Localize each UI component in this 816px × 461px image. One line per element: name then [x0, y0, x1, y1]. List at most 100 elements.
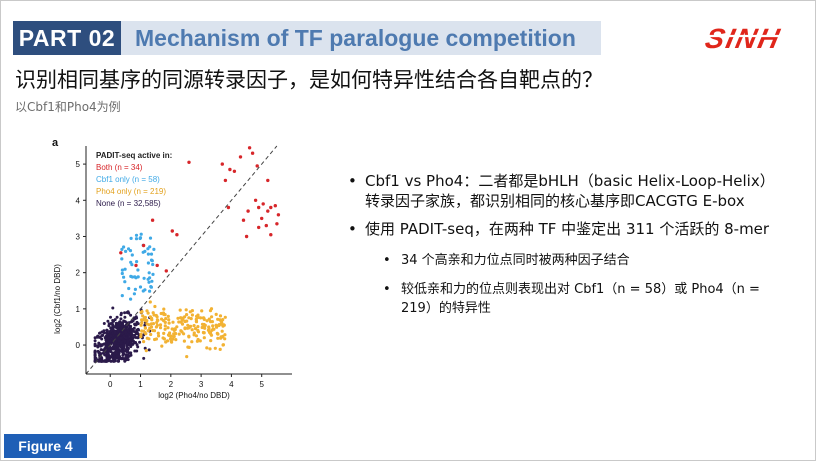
bullet-text: Cbf1 vs Pho4：二者都是bHLH（basic Helix-Loop-H…: [365, 172, 775, 210]
point-pho4-only: [205, 319, 209, 323]
point-pho4-only: [196, 315, 200, 319]
point-pho4-only: [209, 320, 213, 324]
sub-bullet-text: 较低亲和力的位点则表现出对 Cbf1（n = 58）或 Pho4（n = 219…: [401, 282, 760, 316]
point-pho4-only: [153, 304, 157, 309]
point-pho4-only: [174, 332, 178, 336]
point-none: [100, 359, 103, 363]
point-cbf1-only: [147, 280, 151, 284]
point-none: [111, 306, 115, 310]
point-none: [106, 319, 110, 323]
point-pho4-only: [211, 324, 215, 328]
point-both: [264, 223, 268, 228]
point-cbf1-only: [138, 285, 143, 289]
point-both: [247, 146, 252, 150]
point-cbf1-only: [148, 236, 153, 240]
point-pho4-only: [157, 334, 161, 338]
point-cbf1-only: [127, 286, 131, 291]
x-tick-label: 5: [259, 380, 264, 389]
header-bar: [121, 21, 601, 55]
point-pho4-only: [209, 339, 213, 343]
bullet-dot: •: [348, 172, 357, 190]
bullet-item: • 使用 PADIT-seq，在两种 TF 中鉴定出 311 个活跃的 8-me…: [345, 219, 785, 239]
point-both: [269, 233, 273, 237]
point-none: [122, 319, 126, 323]
point-cbf1-only: [139, 232, 143, 236]
y-tick-label: 3: [76, 232, 81, 241]
point-pho4-only: [179, 316, 183, 320]
point-none: [93, 349, 97, 353]
point-none: [147, 348, 151, 352]
point-none: [131, 319, 135, 323]
point-pho4-only: [200, 325, 204, 330]
point-none: [115, 354, 119, 358]
point-none: [117, 354, 121, 358]
point-none: [113, 330, 117, 334]
point-cbf1-only: [148, 245, 152, 249]
point-none: [99, 348, 103, 352]
x-tick-label: 4: [229, 380, 234, 389]
point-none: [123, 359, 127, 363]
point-cbf1-only: [129, 274, 133, 278]
point-pho4-only: [180, 318, 184, 322]
point-none: [135, 343, 139, 347]
point-pho4-only: [210, 315, 214, 319]
point-pho4-only: [154, 325, 158, 329]
point-both: [269, 205, 273, 210]
sinh-logo: SINH: [703, 22, 789, 54]
point-pho4-only: [172, 335, 176, 339]
point-none: [124, 356, 128, 360]
point-both: [238, 155, 243, 159]
point-both: [141, 243, 146, 248]
point-pho4-only: [190, 340, 194, 344]
point-both: [257, 205, 261, 210]
point-pho4-only: [200, 309, 204, 313]
point-pho4-only: [146, 311, 150, 315]
point-pho4-only: [166, 326, 170, 330]
point-none: [129, 313, 133, 317]
point-none: [133, 341, 137, 345]
point-pho4-only: [168, 337, 173, 341]
point-none: [122, 349, 126, 353]
x-axis-label: log2 (Pho4/no DBD): [158, 391, 230, 400]
point-none: [116, 329, 120, 332]
point-pho4-only: [185, 355, 189, 359]
part-label: PART 02: [13, 21, 121, 55]
point-cbf1-only: [129, 236, 133, 240]
point-pho4-only: [140, 329, 144, 333]
point-pho4-only: [155, 320, 159, 325]
point-pho4-only: [196, 337, 200, 342]
point-pho4-only: [140, 321, 144, 325]
point-pho4-only: [163, 327, 167, 331]
point-pho4-only: [163, 324, 167, 328]
point-pho4-only: [160, 344, 164, 348]
point-pho4-only: [158, 323, 163, 327]
point-both: [232, 169, 237, 173]
point-pho4-only: [151, 328, 155, 333]
point-pho4-only: [176, 316, 180, 320]
point-pho4-only: [208, 330, 213, 334]
point-pho4-only: [170, 327, 174, 331]
y-tick-label: 5: [76, 160, 81, 169]
point-cbf1-only: [124, 249, 128, 253]
point-both: [257, 225, 261, 230]
point-both: [241, 218, 246, 222]
point-cbf1-only: [120, 268, 124, 272]
point-pho4-only: [151, 311, 155, 315]
point-pho4-only: [139, 335, 143, 339]
point-none: [102, 359, 106, 363]
x-tick-label: 2: [169, 380, 174, 389]
sub-bullet-item: • 34 个高亲和力位点同时被两种因子结合: [345, 251, 785, 270]
point-pho4-only: [166, 314, 170, 318]
point-pho4-only: [148, 300, 152, 304]
point-pho4-only: [192, 324, 196, 328]
point-pho4-only: [206, 328, 210, 332]
point-pho4-only: [218, 347, 222, 351]
point-none: [138, 340, 142, 344]
point-none: [107, 324, 111, 328]
point-none: [105, 331, 109, 335]
point-pho4-only: [140, 310, 144, 314]
point-pho4-only: [194, 320, 199, 324]
sub-question: 以Cbf1和Pho4为例: [15, 100, 121, 114]
point-pho4-only: [208, 309, 213, 313]
